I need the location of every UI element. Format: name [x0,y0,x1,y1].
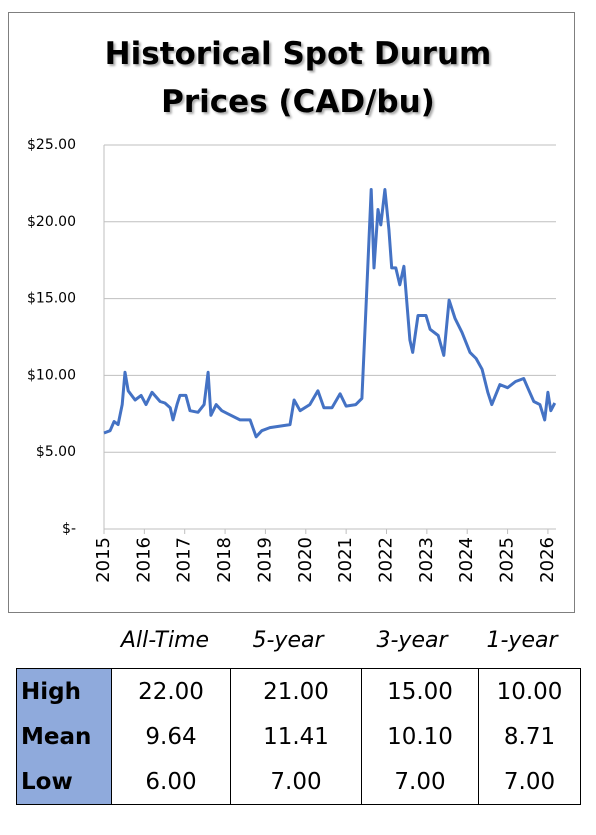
table-row: Mean 9.64 11.41 10.10 8.71 [16,714,581,759]
column-header: 3-year [376,628,448,653]
column-header: 5-year [252,628,324,653]
chart-frame [8,12,575,613]
x-tick-label: 2016 [133,537,154,583]
y-tick-label: $25.00 [27,137,76,153]
y-tick-label: $15.00 [27,291,76,307]
chart-title: Historical Spot Durum Prices (CAD/bu) [104,36,492,120]
y-tick-label: $- [62,521,76,537]
table-cell: 8.71 [478,714,581,759]
x-tick-label: 2020 [295,537,316,583]
x-tick-label: 2017 [174,537,195,583]
table-cell: 10.10 [361,714,479,759]
x-tick-label: 2019 [254,537,275,583]
y-tick-label: $10.00 [27,367,76,383]
x-tick-label: 2024 [456,537,477,583]
table-cell: 10.00 [478,668,581,714]
y-tick-label: $20.00 [27,214,76,230]
table-cell: 15.00 [361,668,479,714]
chart: $- $5.00 $10.00 $15.00 $20.00 $25.00 2015 2016 2… [27,137,558,583]
stats-table: High 22.00 21.00 15.00 10.00 Mean 9.64 11.41 10.… [16,668,581,805]
table-row: High 22.00 21.00 15.00 10.00 [16,668,581,714]
x-tick-label: 2022 [376,537,397,583]
x-tick-label: 2015 [93,537,114,583]
row-label: Mean [16,714,112,759]
x-tick-label: 2025 [497,537,518,583]
table-row: Low 6.00 7.00 7.00 7.00 [16,759,581,805]
table-cell: 9.64 [111,714,231,759]
x-tick-label: 2023 [416,537,437,583]
row-label: Low [16,759,112,805]
x-tick-label: 2021 [335,537,356,583]
x-tick-label: 2026 [537,537,558,583]
y-tick-label: $5.00 [36,444,76,460]
table-cell: 7.00 [478,759,581,805]
table-cell: 21.00 [230,668,362,714]
table-cell: 7.00 [361,759,479,805]
column-header: All-Time [120,628,210,653]
x-tick-label: 2018 [214,537,235,583]
table-cell: 11.41 [230,714,362,759]
table-cell: 22.00 [111,668,231,714]
table-cell: 7.00 [230,759,362,805]
column-headers: All-Time 5-year 3-year 1-year [0,628,596,662]
column-header: 1-year [486,628,558,653]
price-line [103,188,557,439]
row-label: High [16,668,112,714]
table-cell: 6.00 [111,759,231,805]
